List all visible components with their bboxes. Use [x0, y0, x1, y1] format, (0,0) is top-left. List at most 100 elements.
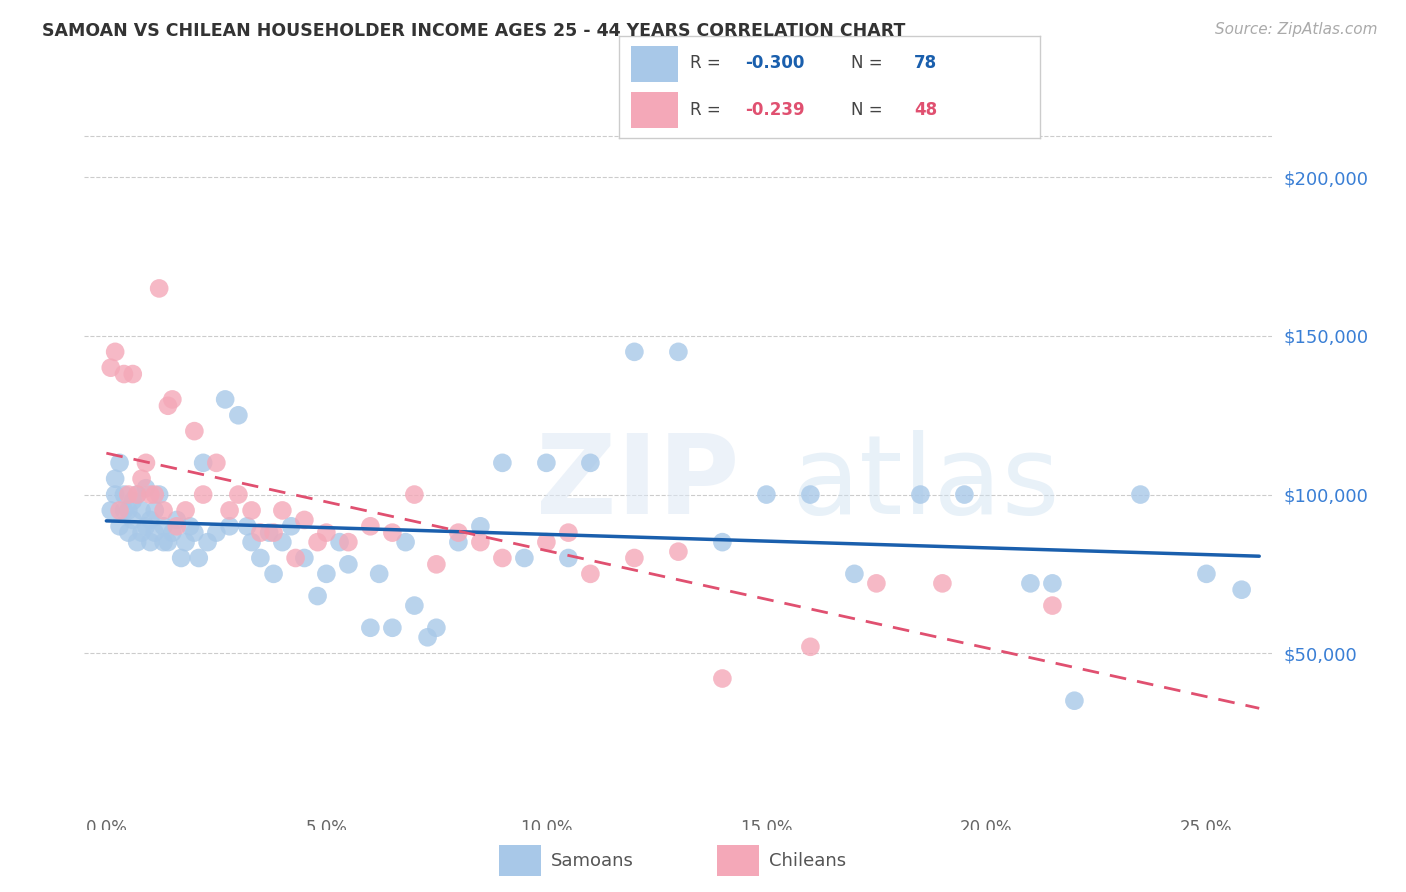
Point — [307, 589, 329, 603]
Point — [711, 535, 734, 549]
Text: N =: N = — [851, 101, 887, 119]
Point — [257, 525, 280, 540]
Point — [152, 535, 174, 549]
Point — [104, 472, 127, 486]
Point — [359, 519, 381, 533]
Point — [865, 576, 887, 591]
Point — [117, 525, 139, 540]
Text: Chileans: Chileans — [769, 852, 846, 870]
FancyBboxPatch shape — [631, 46, 678, 82]
Point — [579, 456, 602, 470]
Point — [425, 621, 447, 635]
Point — [513, 551, 536, 566]
Point — [148, 487, 170, 501]
Point — [236, 519, 259, 533]
Point — [152, 503, 174, 517]
Point — [127, 487, 149, 501]
Point — [143, 525, 166, 540]
Point — [183, 525, 205, 540]
Text: Source: ZipAtlas.com: Source: ZipAtlas.com — [1215, 22, 1378, 37]
Point — [162, 525, 184, 540]
Point — [263, 566, 285, 581]
Point — [755, 487, 778, 501]
Point — [280, 519, 302, 533]
Point — [131, 525, 153, 540]
Point — [148, 281, 170, 295]
Point — [121, 513, 143, 527]
Point — [668, 344, 690, 359]
Point — [315, 525, 337, 540]
Point — [156, 535, 179, 549]
Point — [359, 621, 381, 635]
Point — [108, 519, 131, 533]
Text: 78: 78 — [914, 54, 936, 72]
Point — [205, 456, 228, 470]
Point — [329, 535, 352, 549]
Point — [139, 487, 162, 501]
Point — [162, 392, 184, 407]
Point — [228, 487, 250, 501]
Point — [100, 360, 122, 375]
Point — [191, 456, 215, 470]
Point — [271, 503, 294, 517]
Text: 48: 48 — [914, 101, 936, 119]
Text: ZIP: ZIP — [536, 430, 740, 537]
Point — [292, 513, 315, 527]
Point — [240, 503, 263, 517]
Point — [191, 487, 215, 501]
Point — [139, 535, 162, 549]
Point — [174, 503, 197, 517]
Point — [799, 640, 821, 654]
Point — [156, 399, 179, 413]
Point — [315, 566, 337, 581]
Point — [135, 456, 157, 470]
Point — [1042, 576, 1064, 591]
Point — [143, 487, 166, 501]
Point — [100, 503, 122, 517]
Point — [170, 551, 193, 566]
Point — [131, 503, 153, 517]
Point — [1019, 576, 1042, 591]
Point — [623, 551, 645, 566]
Text: R =: R = — [690, 101, 727, 119]
Point — [470, 519, 492, 533]
Point — [711, 672, 734, 686]
Point — [240, 535, 263, 549]
Point — [112, 487, 135, 501]
Point — [131, 472, 153, 486]
Point — [447, 525, 470, 540]
Point — [416, 630, 439, 644]
Point — [218, 519, 240, 533]
Point — [394, 535, 416, 549]
Point — [1230, 582, 1253, 597]
Point — [174, 535, 197, 549]
Text: -0.300: -0.300 — [745, 54, 804, 72]
Point — [337, 535, 360, 549]
Point — [112, 503, 135, 517]
Text: Samoans: Samoans — [551, 852, 634, 870]
Point — [536, 535, 558, 549]
Text: N =: N = — [851, 54, 887, 72]
Point — [135, 519, 157, 533]
Point — [284, 551, 307, 566]
Point — [910, 487, 932, 501]
Point — [179, 519, 201, 533]
Point — [1042, 599, 1064, 613]
Point — [931, 576, 953, 591]
Point — [263, 525, 285, 540]
Point — [117, 487, 139, 501]
Point — [108, 503, 131, 517]
Point — [668, 544, 690, 558]
Point — [623, 344, 645, 359]
Point — [127, 535, 149, 549]
Point — [121, 494, 143, 508]
Point — [197, 535, 219, 549]
Point — [579, 566, 602, 581]
Point — [218, 503, 240, 517]
Point — [557, 551, 579, 566]
Point — [166, 513, 188, 527]
Point — [112, 367, 135, 381]
Point — [844, 566, 866, 581]
Point — [404, 599, 426, 613]
Point — [143, 503, 166, 517]
